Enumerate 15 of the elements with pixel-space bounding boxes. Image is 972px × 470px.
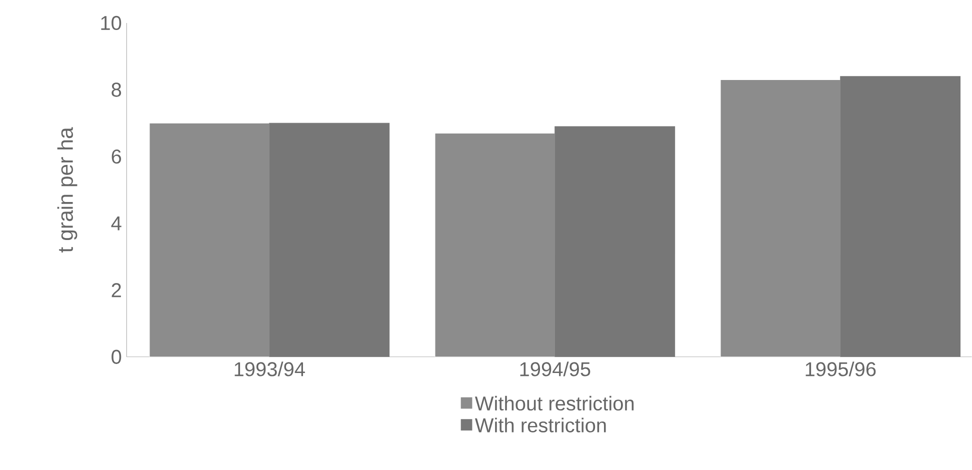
legend-label: With restriction	[474, 418, 606, 432]
x-tick-label: 1995/96	[806, 362, 876, 376]
bar	[720, 80, 841, 357]
y-tick-label: 6	[112, 150, 122, 164]
y-tick-label: 2	[112, 283, 121, 298]
y-axis-title: t grain per ha	[57, 127, 78, 253]
x-tick-label: 1993/94	[234, 362, 305, 376]
legend-label: Without restriction	[474, 396, 634, 411]
y-tick-label: 8	[112, 82, 122, 97]
y-tick-label: 10	[101, 16, 122, 30]
x-tick-label: 1994/95	[520, 362, 590, 376]
y-tick-label: 4	[111, 216, 122, 230]
bar	[434, 132, 556, 357]
y-tick-label: 0	[112, 350, 122, 364]
bar	[149, 122, 270, 357]
